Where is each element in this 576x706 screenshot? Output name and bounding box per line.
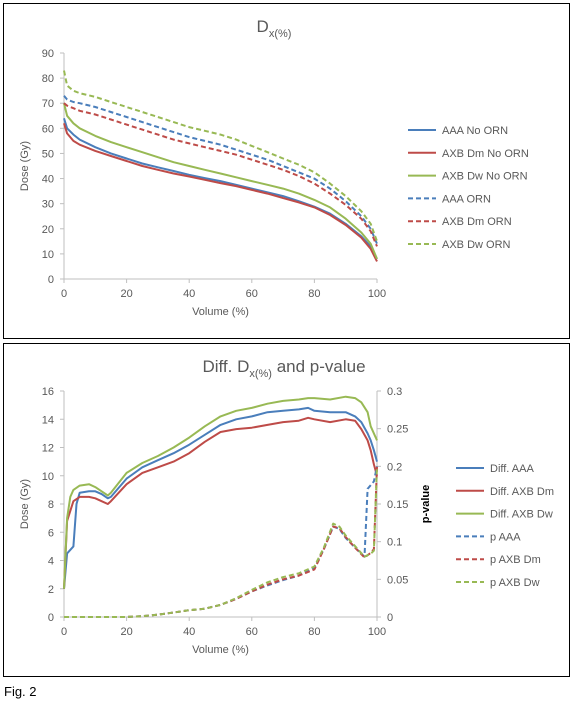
y2-tick-label: 0.25 bbox=[387, 424, 408, 436]
legend-label: AXB Dm ORN bbox=[442, 216, 512, 228]
x-tick-label: 80 bbox=[308, 288, 320, 300]
series-line-6 bbox=[63, 70, 378, 242]
y-tick-label: 12 bbox=[42, 443, 54, 455]
x-tick-label: 20 bbox=[120, 626, 132, 638]
x-tick-label: 60 bbox=[246, 288, 258, 300]
x-tick-label: 60 bbox=[246, 626, 258, 638]
chart-panel-diff: Diff. Dx(%) and p-value 0 2 4 6 8 10 12 14 16 0 20 4… bbox=[3, 343, 570, 677]
y2-tick-label: 0 bbox=[387, 612, 393, 624]
series-line-2 bbox=[63, 416, 378, 589]
y-tick-label: 10 bbox=[42, 471, 54, 483]
series-line-5 bbox=[63, 102, 378, 247]
legend-label: Diff. AXB Dw bbox=[490, 509, 553, 521]
legend-label: AAA ORN bbox=[442, 193, 491, 205]
legend-label: p AAA bbox=[490, 531, 521, 543]
series-line-5 bbox=[64, 466, 378, 618]
series-line-3 bbox=[63, 395, 378, 589]
y2-tick-label: 0.15 bbox=[387, 499, 408, 511]
y-tick-label: 10 bbox=[42, 249, 54, 261]
series-line-3 bbox=[63, 102, 378, 260]
y-tick-label: 50 bbox=[42, 148, 54, 160]
y-axis-label: Dose (Gy) bbox=[19, 141, 31, 191]
y-tick-label: 8 bbox=[48, 499, 54, 511]
y2-tick-label: 0.3 bbox=[387, 386, 402, 398]
figure-label: Fig. 2 bbox=[4, 684, 37, 699]
y2-tick-label: 0.2 bbox=[387, 461, 402, 473]
y2-axis-label: p-value bbox=[420, 485, 432, 524]
y-tick-label: 4 bbox=[48, 556, 54, 568]
series-line-2 bbox=[63, 123, 378, 262]
y-tick-label: 16 bbox=[42, 386, 54, 398]
legend-label: p AXB Dw bbox=[490, 577, 540, 589]
y-tick-label: 40 bbox=[42, 174, 54, 186]
y-tick-label: 70 bbox=[42, 98, 54, 110]
y-tick-label: 14 bbox=[42, 414, 54, 426]
y-tick-label: 0 bbox=[48, 274, 54, 286]
y2-tick-label: 0.1 bbox=[387, 537, 402, 549]
y2-tick-label: 0.05 bbox=[387, 574, 408, 586]
y-axis-label: Dose (Gy) bbox=[19, 479, 31, 529]
x-tick-label: 40 bbox=[183, 288, 195, 300]
y-tick-label: 80 bbox=[42, 73, 54, 85]
series-line-1 bbox=[63, 118, 378, 260]
legend-label: Diff. AAA bbox=[490, 463, 534, 475]
legend-label: Diff. AXB Dm bbox=[490, 486, 554, 498]
chart-diff-pvalue: Diff. Dx(%) and p-value 0 2 4 6 8 10 12 14 16 0 20 4… bbox=[19, 357, 554, 656]
y-tick-label: 2 bbox=[48, 584, 54, 596]
legend-label: AXB Dw ORN bbox=[442, 239, 511, 251]
x-axis-label: Volume (%) bbox=[192, 306, 249, 318]
series-line-6 bbox=[64, 466, 378, 618]
series-line-4 bbox=[63, 95, 378, 245]
x-tick-label: 0 bbox=[61, 288, 67, 300]
x-tick-label: 80 bbox=[308, 626, 320, 638]
legend-label: p AXB Dm bbox=[490, 554, 541, 566]
y-tick-label: 20 bbox=[42, 224, 54, 236]
series-line-4 bbox=[64, 466, 378, 618]
x-tick-label: 0 bbox=[61, 626, 67, 638]
x-tick-label: 20 bbox=[120, 288, 132, 300]
y-tick-label: 0 bbox=[48, 612, 54, 624]
y-tick-label: 6 bbox=[48, 527, 54, 539]
x-tick-label: 100 bbox=[368, 626, 386, 638]
chart-title: Diff. Dx(%) and p-value bbox=[202, 357, 365, 380]
x-tick-label: 40 bbox=[183, 626, 195, 638]
chart-panel-dose: Dx(%) 0 10 20 30 40 50 60 70 80 90 0 20 40 60 80 100 Volu… bbox=[3, 3, 570, 339]
x-tick-label: 100 bbox=[368, 288, 386, 300]
chart-title: Dx(%) bbox=[257, 17, 292, 40]
series-line-1 bbox=[63, 406, 378, 589]
legend-label: AXB Dm No ORN bbox=[442, 148, 529, 160]
y-tick-label: 60 bbox=[42, 123, 54, 135]
legend-label: AXB Dw No ORN bbox=[442, 171, 528, 183]
legend-label: AAA No ORN bbox=[442, 125, 508, 137]
y-tick-label: 90 bbox=[42, 48, 54, 60]
y-tick-label: 30 bbox=[42, 199, 54, 211]
chart-dose-volume: Dx(%) 0 10 20 30 40 50 60 70 80 90 0 20 40 60 80 100 Volu… bbox=[19, 17, 529, 318]
x-axis-label: Volume (%) bbox=[192, 644, 249, 656]
